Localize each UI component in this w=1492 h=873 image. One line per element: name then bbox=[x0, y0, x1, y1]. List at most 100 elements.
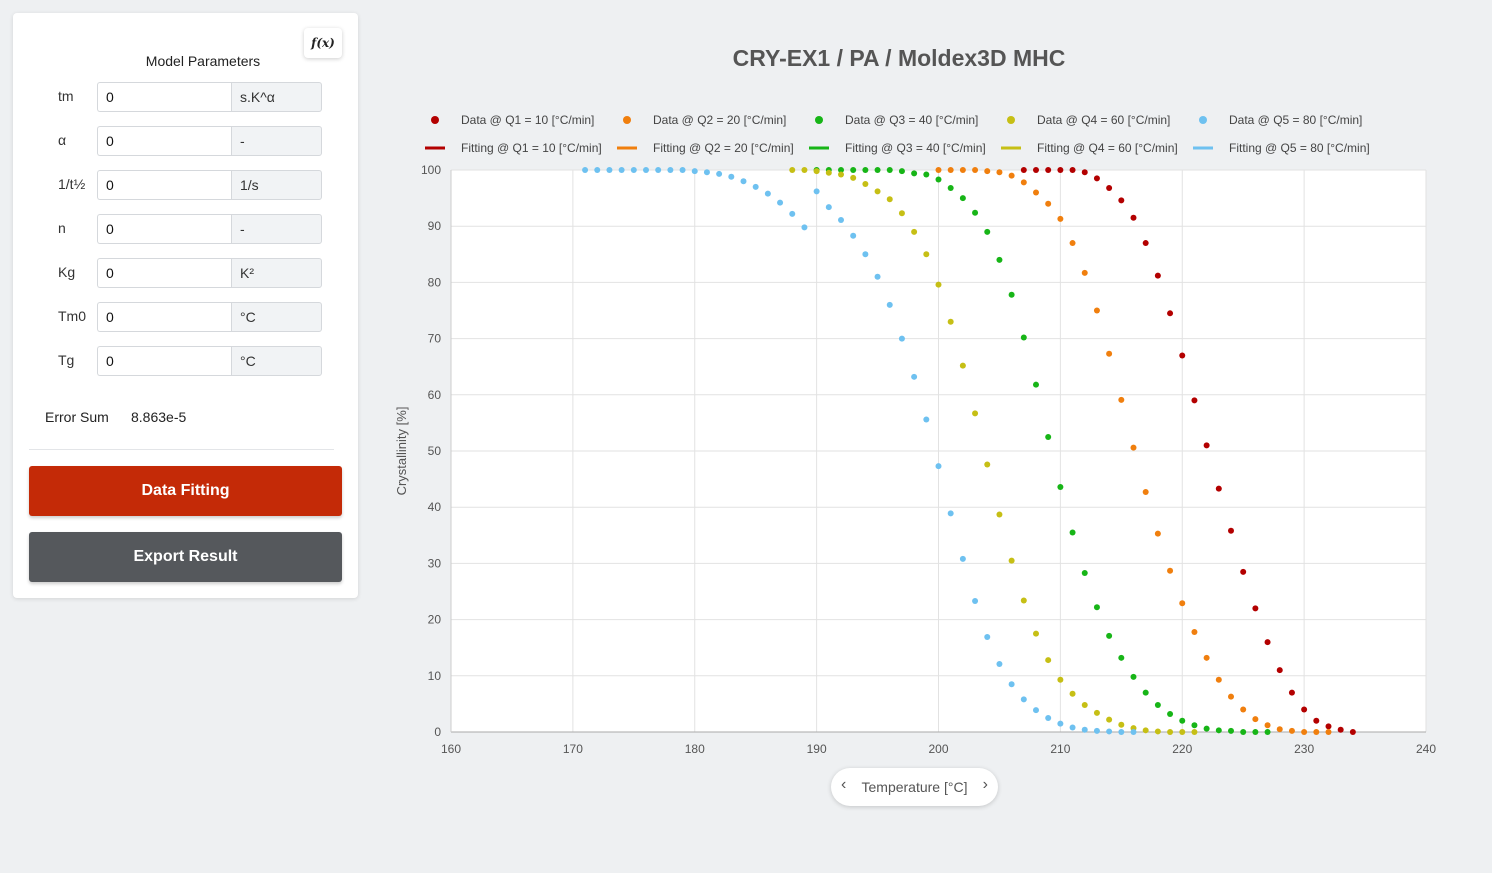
data-point bbox=[594, 167, 601, 173]
data-point bbox=[1057, 167, 1064, 173]
data-point bbox=[1045, 167, 1052, 173]
data-point bbox=[1106, 350, 1113, 357]
data-point bbox=[703, 169, 710, 176]
data-point bbox=[1325, 723, 1332, 730]
data-point bbox=[1093, 709, 1100, 716]
x-tick-label: 230 bbox=[1294, 742, 1314, 756]
data-point bbox=[1106, 716, 1113, 723]
data-point bbox=[1301, 729, 1308, 735]
data-point bbox=[1106, 728, 1113, 735]
x-tick-label: 160 bbox=[441, 742, 461, 756]
data-point bbox=[1130, 673, 1137, 680]
data-point bbox=[1093, 604, 1100, 611]
data-point bbox=[1057, 676, 1064, 683]
tm0-input[interactable] bbox=[97, 302, 231, 332]
x-tick-label: 200 bbox=[928, 742, 948, 756]
data-point bbox=[1252, 716, 1259, 723]
data-point bbox=[1167, 310, 1174, 317]
legend-marker bbox=[1007, 116, 1015, 124]
data-point bbox=[618, 167, 625, 173]
data-point bbox=[1337, 726, 1344, 733]
data-point bbox=[838, 171, 844, 178]
data-point bbox=[1069, 690, 1076, 697]
export-result-button[interactable]: Export Result bbox=[29, 532, 342, 582]
param-unit: 1/s bbox=[231, 170, 322, 200]
data-point bbox=[911, 170, 918, 177]
data-point bbox=[1203, 725, 1210, 732]
data-point bbox=[947, 167, 954, 173]
formula-button[interactable]: f(x) bbox=[304, 28, 342, 58]
data-point bbox=[1154, 702, 1161, 709]
data-point bbox=[850, 232, 857, 239]
data-point bbox=[764, 190, 771, 197]
data-point bbox=[1093, 727, 1100, 734]
data-point bbox=[1203, 442, 1210, 449]
data-point bbox=[1240, 706, 1247, 713]
param-row-tg: Tg °C bbox=[13, 346, 358, 378]
data-point bbox=[1118, 197, 1125, 204]
data-point bbox=[1167, 711, 1174, 718]
data-fitting-button[interactable]: Data Fitting bbox=[29, 466, 342, 516]
data-point bbox=[972, 410, 979, 417]
data-point bbox=[606, 167, 613, 173]
data-point bbox=[1264, 729, 1271, 735]
data-point bbox=[1033, 167, 1039, 173]
inverse-half-time-input[interactable] bbox=[97, 170, 231, 200]
chevron-right-icon[interactable]: › bbox=[982, 776, 988, 793]
data-point bbox=[984, 228, 991, 235]
data-point bbox=[972, 167, 979, 173]
data-point bbox=[935, 463, 942, 470]
error-sum-value: 8.863e-5 bbox=[131, 409, 187, 425]
data-point bbox=[1081, 726, 1088, 733]
tm-input[interactable] bbox=[97, 82, 231, 112]
data-point bbox=[1252, 605, 1259, 612]
data-point bbox=[898, 168, 905, 175]
data-point bbox=[1130, 444, 1137, 451]
data-point bbox=[1069, 167, 1076, 173]
legend-entry: Fitting @ Q2 = 20 [°C/min] bbox=[653, 141, 794, 155]
data-point bbox=[1081, 269, 1088, 276]
data-point bbox=[1045, 657, 1052, 664]
tg-input[interactable] bbox=[97, 346, 231, 376]
data-point bbox=[911, 228, 918, 235]
data-point bbox=[1020, 334, 1027, 341]
legend-entry: Fitting @ Q4 = 60 [°C/min] bbox=[1037, 141, 1178, 155]
param-row-tm0: Tm0 °C bbox=[13, 302, 358, 334]
data-point bbox=[1167, 567, 1174, 574]
data-point bbox=[777, 199, 784, 206]
legend-entry: Fitting @ Q3 = 40 [°C/min] bbox=[845, 141, 986, 155]
data-point bbox=[1191, 729, 1198, 735]
data-point bbox=[1228, 693, 1234, 700]
chevron-left-icon[interactable]: ‹ bbox=[841, 776, 847, 793]
data-point bbox=[1033, 630, 1039, 637]
data-point bbox=[1045, 200, 1052, 207]
legend-marker bbox=[623, 116, 631, 124]
data-point bbox=[886, 301, 893, 308]
data-point bbox=[752, 183, 759, 190]
data-point bbox=[1057, 483, 1064, 490]
data-point bbox=[1191, 397, 1198, 404]
data-point bbox=[1020, 179, 1027, 186]
y-tick-label: 0 bbox=[434, 725, 441, 739]
data-point bbox=[813, 168, 820, 175]
alpha-input[interactable] bbox=[97, 126, 231, 156]
data-point bbox=[1008, 557, 1015, 564]
data-point bbox=[850, 167, 857, 173]
data-point bbox=[874, 273, 881, 280]
n-input[interactable] bbox=[97, 214, 231, 244]
data-point bbox=[1154, 728, 1161, 735]
data-point bbox=[728, 173, 735, 180]
data-point bbox=[959, 362, 966, 369]
data-point bbox=[1020, 597, 1027, 604]
data-point bbox=[862, 167, 869, 173]
data-point bbox=[1130, 729, 1137, 735]
data-point bbox=[655, 167, 662, 173]
y-tick-label: 80 bbox=[428, 275, 442, 289]
data-point bbox=[1118, 729, 1125, 735]
data-point bbox=[947, 184, 954, 191]
y-tick-label: 40 bbox=[428, 500, 442, 514]
chart-points bbox=[582, 167, 1356, 735]
y-tick-label: 70 bbox=[428, 332, 442, 346]
legend-marker bbox=[431, 116, 439, 124]
kg-input[interactable] bbox=[97, 258, 231, 288]
